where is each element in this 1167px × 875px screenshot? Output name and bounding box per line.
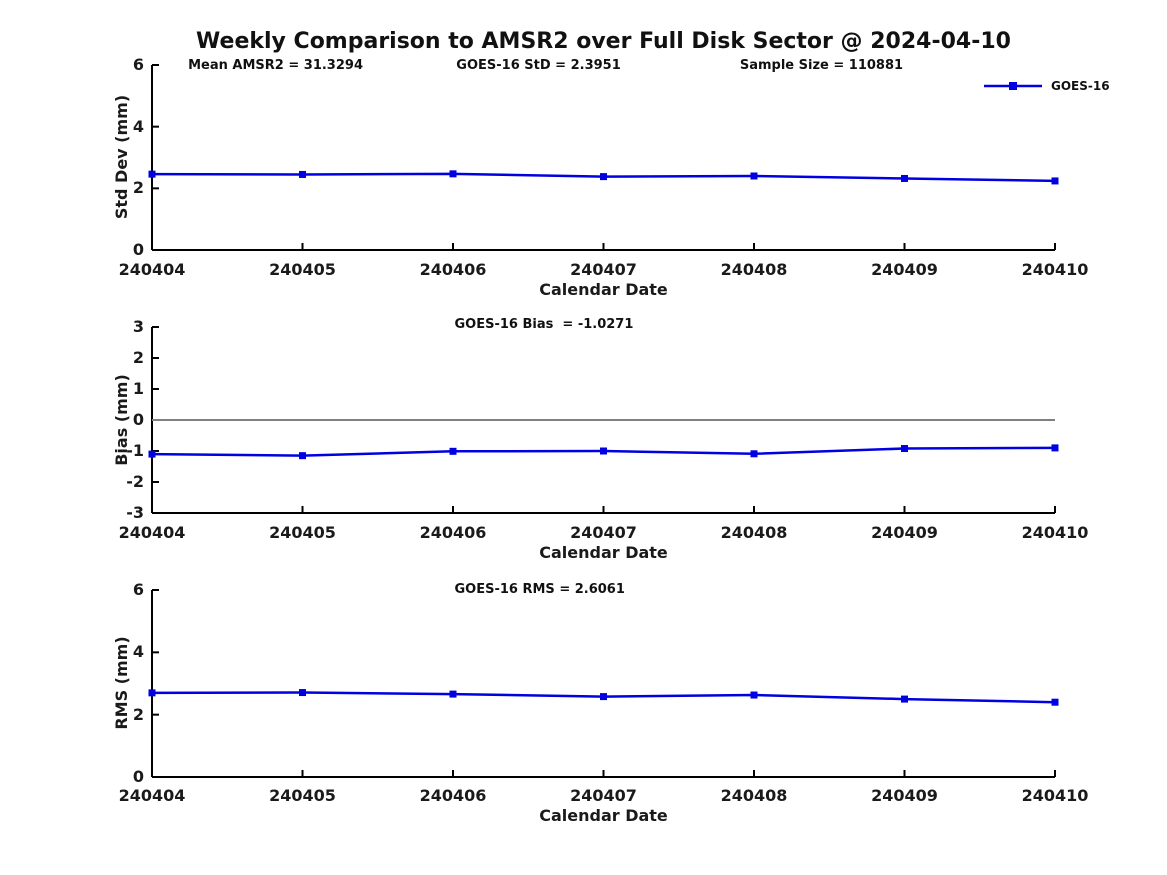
data-point-marker: [901, 695, 908, 703]
chart-title: Weekly Comparison to AMSR2 over Full Dis…: [196, 29, 1011, 54]
x-tick-label: 240406: [419, 523, 487, 542]
data-point-marker: [1051, 177, 1059, 185]
x-tick-label: 240404: [118, 260, 186, 279]
x-tick-label: 240405: [269, 260, 336, 279]
ylabel-std-dev: Std Dev (mm): [112, 94, 131, 220]
x-tick-label: 240407: [570, 786, 637, 805]
data-point-marker: [1051, 698, 1059, 706]
data-point-marker: [449, 170, 457, 178]
x-tick-label: 240410: [1021, 786, 1089, 805]
x-tick-label: 240409: [871, 260, 938, 279]
y-tick-label: -1: [126, 441, 144, 460]
ylabel-bias: Bias (mm): [112, 374, 131, 466]
y-tick-label: 4: [132, 642, 144, 662]
data-point-marker: [449, 447, 457, 455]
x-tick-label: 240410: [1021, 523, 1089, 542]
x-tick-label: 240408: [720, 523, 788, 542]
data-point-marker: [148, 689, 156, 697]
data-point-marker: [901, 445, 908, 453]
data-point-marker: [148, 170, 156, 178]
data-point-marker: [750, 172, 758, 180]
y-tick-label: 3: [132, 317, 144, 336]
data-point-marker: [449, 690, 457, 698]
x-tick-label: 240407: [570, 523, 637, 542]
data-point-marker: [299, 170, 306, 178]
x-tick-label: 240410: [1021, 260, 1089, 279]
y-tick-label: 2: [132, 178, 144, 198]
y-tick-label: 0: [132, 240, 144, 259]
data-point-marker: [600, 447, 607, 455]
data-point-marker: [600, 693, 607, 701]
legend-label: GOES-16: [1051, 79, 1110, 93]
x-tick-label: 240405: [269, 786, 336, 805]
y-tick-label: -2: [126, 472, 144, 491]
annotation: Mean AMSR2 = 31.3294: [188, 58, 363, 73]
x-tick-label: 240407: [570, 260, 637, 279]
xlabel-rms: Calendar Date: [539, 806, 668, 825]
y-tick-label: 0: [132, 410, 144, 429]
data-point-marker: [299, 452, 306, 460]
data-point-marker: [750, 450, 758, 458]
data-point-marker: [600, 173, 607, 181]
y-tick-label: 2: [132, 704, 144, 724]
annotation: GOES-16 Bias = -1.0271: [454, 317, 634, 332]
data-point-marker: [148, 450, 156, 458]
annotation: GOES-16 RMS = 2.6061: [454, 582, 625, 597]
x-tick-label: 240409: [871, 523, 938, 542]
x-tick-label: 240408: [720, 260, 788, 279]
y-tick-label: 2: [132, 348, 144, 367]
x-tick-label: 240406: [419, 260, 487, 279]
xlabel-std-dev: Calendar Date: [539, 280, 668, 299]
x-tick-label: 240404: [118, 786, 186, 805]
y-tick-label: -3: [126, 503, 144, 522]
xlabel-bias: Calendar Date: [539, 543, 668, 562]
ylabel-rms: RMS (mm): [112, 636, 131, 730]
x-tick-label: 240409: [871, 786, 938, 805]
data-point-marker: [1051, 444, 1059, 452]
annotation: GOES-16 StD = 2.3951: [456, 58, 621, 73]
legend-line-marker-icon: [984, 82, 1042, 90]
x-tick-label: 240405: [269, 523, 336, 542]
x-tick-label: 240406: [419, 786, 487, 805]
data-point-marker: [299, 689, 306, 697]
y-tick-label: 0: [132, 767, 144, 786]
data-point-marker: [901, 174, 908, 182]
data-point-marker: [750, 691, 758, 699]
annotation: Sample Size = 110881: [739, 58, 904, 73]
y-tick-label: 6: [132, 580, 144, 599]
x-tick-label: 240404: [118, 523, 186, 542]
y-tick-label: 4: [132, 116, 144, 136]
x-tick-label: 240408: [720, 786, 788, 805]
y-tick-label: 6: [132, 55, 144, 74]
y-tick-label: 1: [132, 379, 144, 398]
legend: GOES-16: [983, 77, 1110, 95]
